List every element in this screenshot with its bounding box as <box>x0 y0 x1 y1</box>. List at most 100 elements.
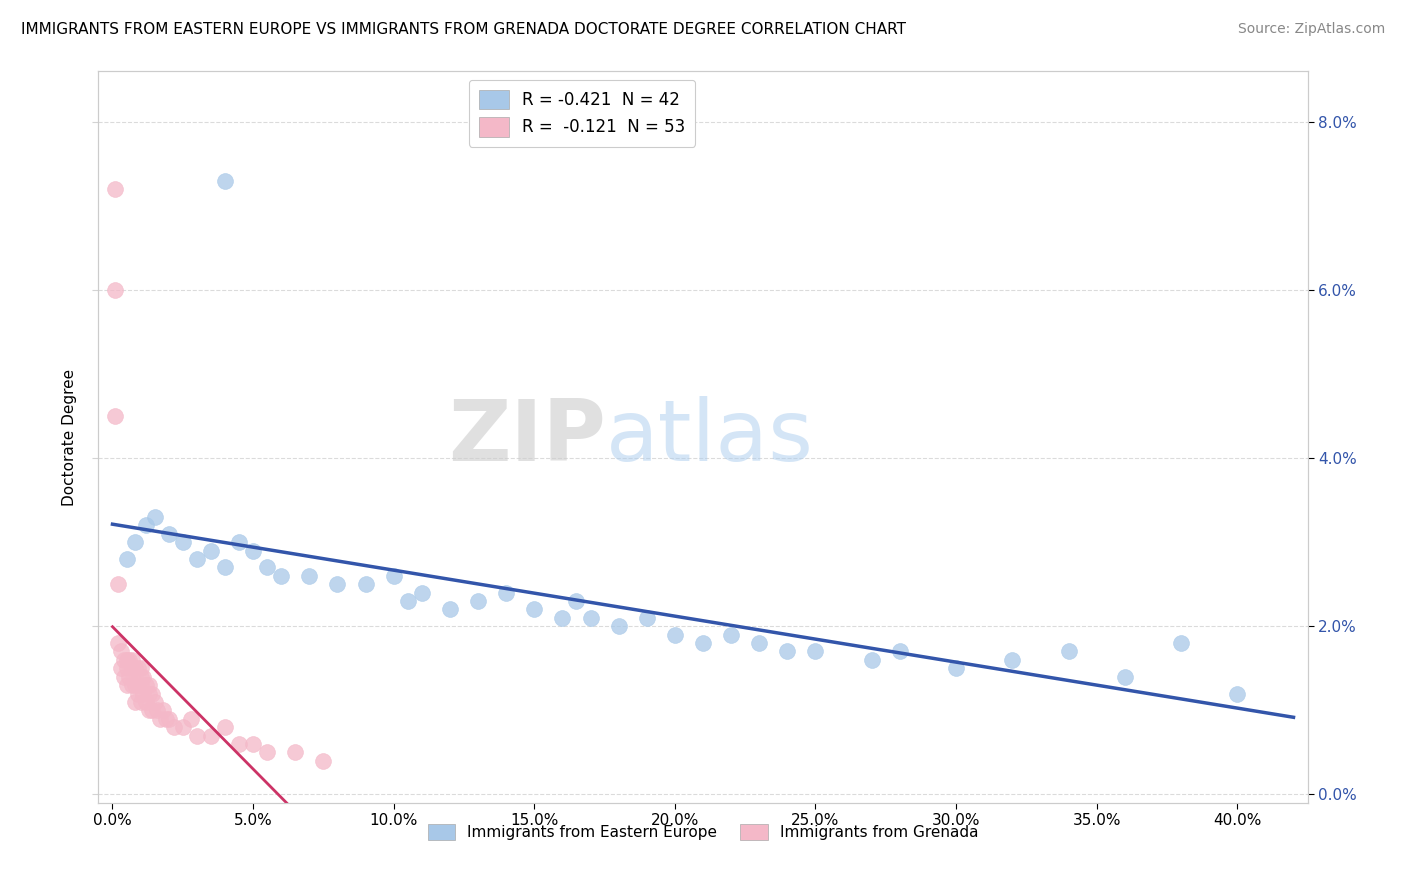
Point <box>523 602 546 616</box>
Point <box>118 670 141 684</box>
Point <box>748 636 770 650</box>
Point <box>129 678 152 692</box>
Point <box>565 594 588 608</box>
Point <box>439 602 461 616</box>
Point <box>129 695 152 709</box>
Point <box>121 678 143 692</box>
Point <box>242 543 264 558</box>
Point <box>124 661 146 675</box>
Point <box>1226 686 1249 700</box>
Point <box>214 174 236 188</box>
Point <box>776 644 799 658</box>
Point <box>396 594 419 608</box>
Point <box>115 661 138 675</box>
Point <box>104 409 127 423</box>
Point <box>1057 644 1080 658</box>
Point <box>200 729 222 743</box>
Point <box>121 653 143 667</box>
Point <box>214 720 236 734</box>
Point <box>186 552 208 566</box>
Point <box>664 627 686 641</box>
Point <box>411 585 433 599</box>
Point <box>112 653 135 667</box>
Point <box>143 695 166 709</box>
Point <box>152 703 174 717</box>
Point <box>163 720 186 734</box>
Point <box>312 754 335 768</box>
Point <box>157 712 180 726</box>
Point <box>124 695 146 709</box>
Point <box>115 552 138 566</box>
Point <box>132 670 155 684</box>
Point <box>135 518 157 533</box>
Point <box>124 678 146 692</box>
Point <box>172 720 194 734</box>
Point <box>172 535 194 549</box>
Point <box>104 283 127 297</box>
Point <box>155 712 177 726</box>
Point <box>256 745 278 759</box>
Point <box>118 653 141 667</box>
Point <box>200 543 222 558</box>
Point <box>110 644 132 658</box>
Text: Source: ZipAtlas.com: Source: ZipAtlas.com <box>1237 22 1385 37</box>
Point <box>326 577 349 591</box>
Point <box>256 560 278 574</box>
Point <box>112 670 135 684</box>
Point <box>354 577 377 591</box>
Point <box>141 686 163 700</box>
Point <box>1001 653 1024 667</box>
Point <box>138 703 160 717</box>
Point <box>495 585 517 599</box>
Point <box>1170 636 1192 650</box>
Point <box>127 686 149 700</box>
Point <box>636 611 658 625</box>
Point <box>121 661 143 675</box>
Point <box>889 644 911 658</box>
Point <box>804 644 827 658</box>
Legend: Immigrants from Eastern Europe, Immigrants from Grenada: Immigrants from Eastern Europe, Immigran… <box>422 818 984 847</box>
Point <box>146 703 169 717</box>
Point <box>382 569 405 583</box>
Point <box>270 569 292 583</box>
Point <box>551 611 574 625</box>
Point <box>129 661 152 675</box>
Y-axis label: Doctorate Degree: Doctorate Degree <box>62 368 77 506</box>
Point <box>228 737 250 751</box>
Point <box>228 535 250 549</box>
Point <box>860 653 883 667</box>
Point <box>127 661 149 675</box>
Point <box>132 686 155 700</box>
Text: IMMIGRANTS FROM EASTERN EUROPE VS IMMIGRANTS FROM GRENADA DOCTORATE DEGREE CORRE: IMMIGRANTS FROM EASTERN EUROPE VS IMMIGR… <box>21 22 905 37</box>
Text: ZIP: ZIP <box>449 395 606 479</box>
Point <box>467 594 489 608</box>
Point <box>607 619 630 633</box>
Point <box>1114 670 1136 684</box>
Point <box>692 636 714 650</box>
Point <box>143 510 166 524</box>
Point <box>127 678 149 692</box>
Text: atlas: atlas <box>606 395 814 479</box>
Point <box>186 729 208 743</box>
Point <box>242 737 264 751</box>
Point <box>104 182 127 196</box>
Point <box>135 678 157 692</box>
Point <box>284 745 307 759</box>
Point <box>180 712 202 726</box>
Point <box>157 526 180 541</box>
Point <box>720 627 742 641</box>
Point <box>115 678 138 692</box>
Point <box>138 678 160 692</box>
Point <box>298 569 321 583</box>
Point <box>115 653 138 667</box>
Point <box>214 560 236 574</box>
Point <box>135 695 157 709</box>
Point <box>141 703 163 717</box>
Point <box>107 577 129 591</box>
Point <box>107 636 129 650</box>
Point <box>110 661 132 675</box>
Point <box>138 686 160 700</box>
Point <box>129 670 152 684</box>
Point <box>149 712 172 726</box>
Point <box>945 661 967 675</box>
